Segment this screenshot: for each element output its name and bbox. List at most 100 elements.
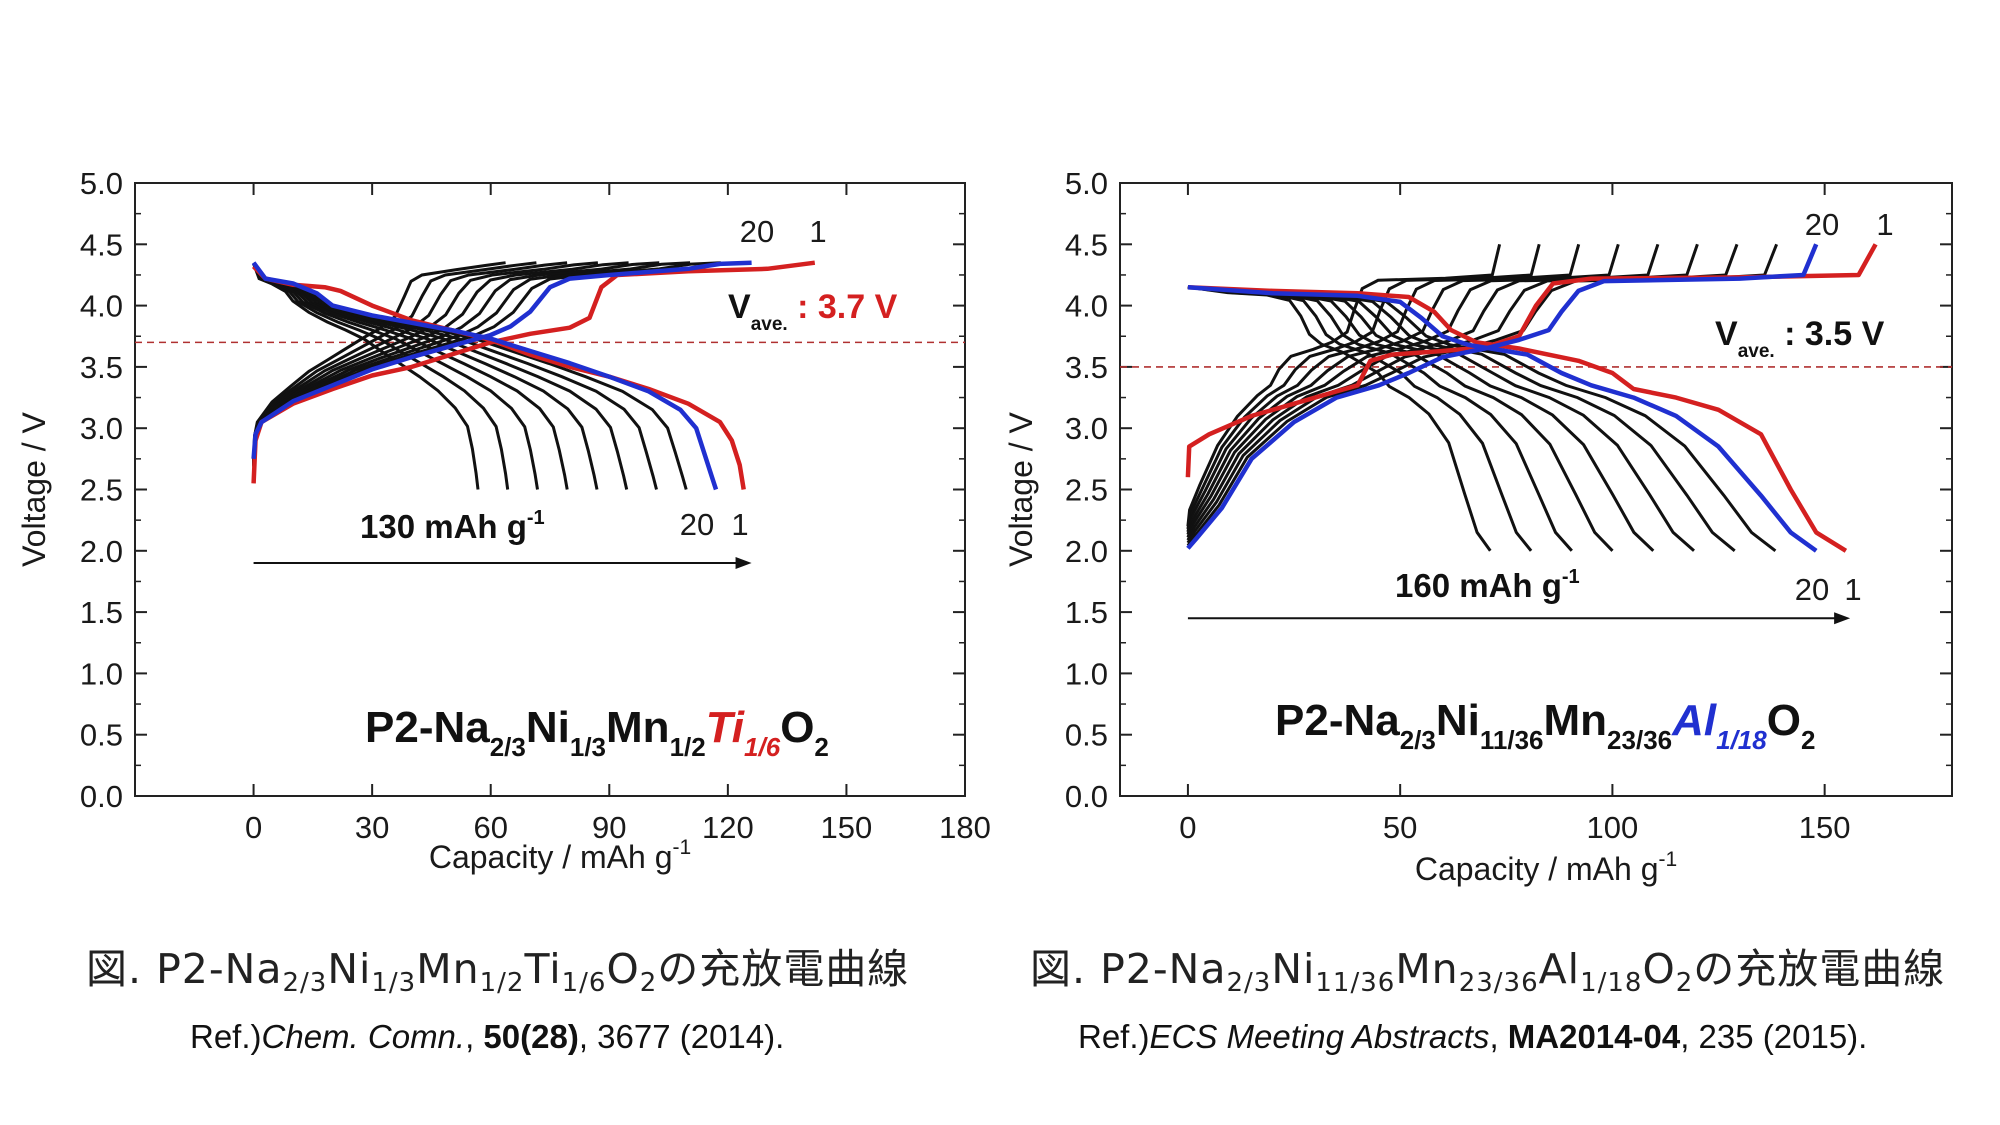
y-tick-label: 3.0 [80,411,123,446]
text-span: 130 mAh g [360,508,527,545]
x-tick-label: 180 [939,810,991,845]
chart-1: 0.0 0.5 1.0 1.5 2.0 2.5 3.0 3.5 4.0 4.5 5.0 0 30 60 90… [16,166,991,875]
x-tick-label: 90 [592,810,626,845]
y-tick-label: 1.0 [1065,656,1108,691]
text-span: P2-Na [365,703,490,752]
y-tick-label: 4.0 [1065,289,1108,324]
intermediate-cycle-curve [252,262,599,490]
text-span: -1 [1658,848,1677,871]
text-span: 2 [814,732,828,762]
text-span: 1/6 [744,732,781,762]
capacity-label: 160 mAh g-1 [1395,566,1580,604]
text-span: 1/18 [1716,725,1767,755]
intermediate-cycle-curve [1186,243,1502,527]
text-span: ave. [751,314,788,335]
y-tick-label: 2.5 [1065,473,1108,508]
capacity-arrow-head [735,557,752,570]
text-span: Mn [1544,696,1608,745]
text-span: V [1715,315,1738,353]
text-span: Capacity / mAh g [1415,851,1659,887]
text-span: Mn [606,703,670,752]
cycle-label-1-bottom: 1 [731,507,748,542]
intermediate-cycle-curve [1187,285,1736,552]
y-axis-label: Voltage / V [1003,411,1039,566]
intermediate-cycle-curve [252,262,569,490]
reference-right: Ref.)ECS Meeting Abstracts, MA2014-04, 2… [1078,1018,1868,1055]
text-span: 2/3 [490,732,526,762]
y-tick-label: 0.0 [1065,779,1108,814]
cycle-label-20-top: 20 [740,214,774,249]
text-span: 1/3 [570,732,606,762]
text-span: O [1767,696,1801,745]
x-tick-label: 60 [473,810,507,845]
x-tick-label: 50 [1383,810,1417,845]
cycle-1-charge-curve [1185,243,1878,478]
intermediate-cycle-curve [1187,285,1492,552]
capacity-label: 130 mAh g-1 [360,507,545,545]
text-span: : 3.5 V [1775,315,1885,353]
cycle-20-charge-curve [1186,243,1819,550]
intermediate-cycle-curve [252,263,480,490]
y-tick-label: 1.5 [1065,595,1108,630]
text-span: -1 [527,507,545,529]
intermediate-cycle-curve [1187,285,1573,552]
text-span: Al [1671,696,1717,745]
x-tick-label: 100 [1587,810,1639,845]
cycle-20-charge-curve [251,260,752,459]
cycle-1-discharge-curve [1187,284,1848,553]
text-span: V [728,288,751,326]
intermediate-cycle-curve [252,261,506,467]
text-span: : 3.7 V [788,288,898,326]
text-span: Ni [1436,696,1480,745]
text-span: 160 mAh g [1395,567,1562,604]
intermediate-cycle-curve [252,261,537,466]
intermediate-cycle-curve [1187,285,1695,552]
y-tick-label: 3.5 [80,350,123,385]
cycle-20-discharge-curve [1187,284,1818,553]
compound-formula-title: P2-Na2/3Ni11/36Mn23/36Al1/18O2 [1275,696,1815,755]
y-tick-label: 1.5 [80,595,123,630]
x-tick-label: 150 [1799,810,1851,845]
y-tick-label: 4.5 [80,227,123,262]
reference-left: Ref.)Chem. Comn., 50(28), 3677 (2014). [190,1018,785,1055]
intermediate-cycle-curve [1187,285,1533,552]
x-axis-label: Capacity / mAh g-1 [429,836,691,875]
x-axis-label: Capacity / mAh g-1 [1415,848,1677,887]
x-tick-label: 0 [245,810,262,845]
y-tick-label: 0.0 [80,779,123,814]
text-span: 2 [1801,725,1815,755]
y-tick-label: 1.0 [80,656,123,691]
intermediate-cycle-curve [252,262,539,490]
intermediate-cycle-curve [1187,285,1655,552]
y-tick-label: 2.5 [80,473,123,508]
y-tick-label: 0.5 [1065,718,1108,753]
y-tick-label: 0.5 [80,718,123,753]
text-span: 1/2 [670,732,706,762]
average-voltage-label: Vave. : 3.5 V [1715,315,1885,362]
cycle-label-1-top: 1 [809,214,826,249]
y-tick-label: 3.0 [1065,411,1108,446]
text-span: P2-Na [1275,696,1400,745]
cycle-label-1-top: 1 [1876,207,1893,242]
cycle-label-1-bottom: 1 [1844,572,1861,607]
text-span: ave. [1738,341,1775,362]
y-tick-label: 4.0 [80,289,123,324]
text-span: 23/36 [1607,725,1672,755]
x-tick-label: 0 [1179,810,1196,845]
cycle-label-20-bottom: 20 [1795,572,1829,607]
text-span: -1 [672,836,691,859]
chart-2: 0.0 0.5 1.0 1.5 2.0 2.5 3.0 3.5 4.0 4.5 5.0 0 50 100 1… [1003,166,1953,887]
text-span: O [780,703,814,752]
text-span: Capacity / mAh g [429,839,673,875]
x-tick-label: 150 [821,810,873,845]
compound-formula-title: P2-Na2/3Ni1/3Mn1/2Ti1/6O2 [365,703,829,762]
text-span: Ni [526,703,570,752]
y-tick-label: 2.0 [1065,534,1108,569]
caption-left: 図. P2-Na2/3Ni1/3Mn1/2Ti1/6O2の充放電曲線 [86,945,910,998]
text-span: 2/3 [1400,725,1436,755]
text-span: -1 [1562,566,1580,588]
text-span: 11/36 [1480,725,1544,755]
text-span: Ti [706,703,745,752]
cycle-label-20-top: 20 [1805,207,1839,242]
